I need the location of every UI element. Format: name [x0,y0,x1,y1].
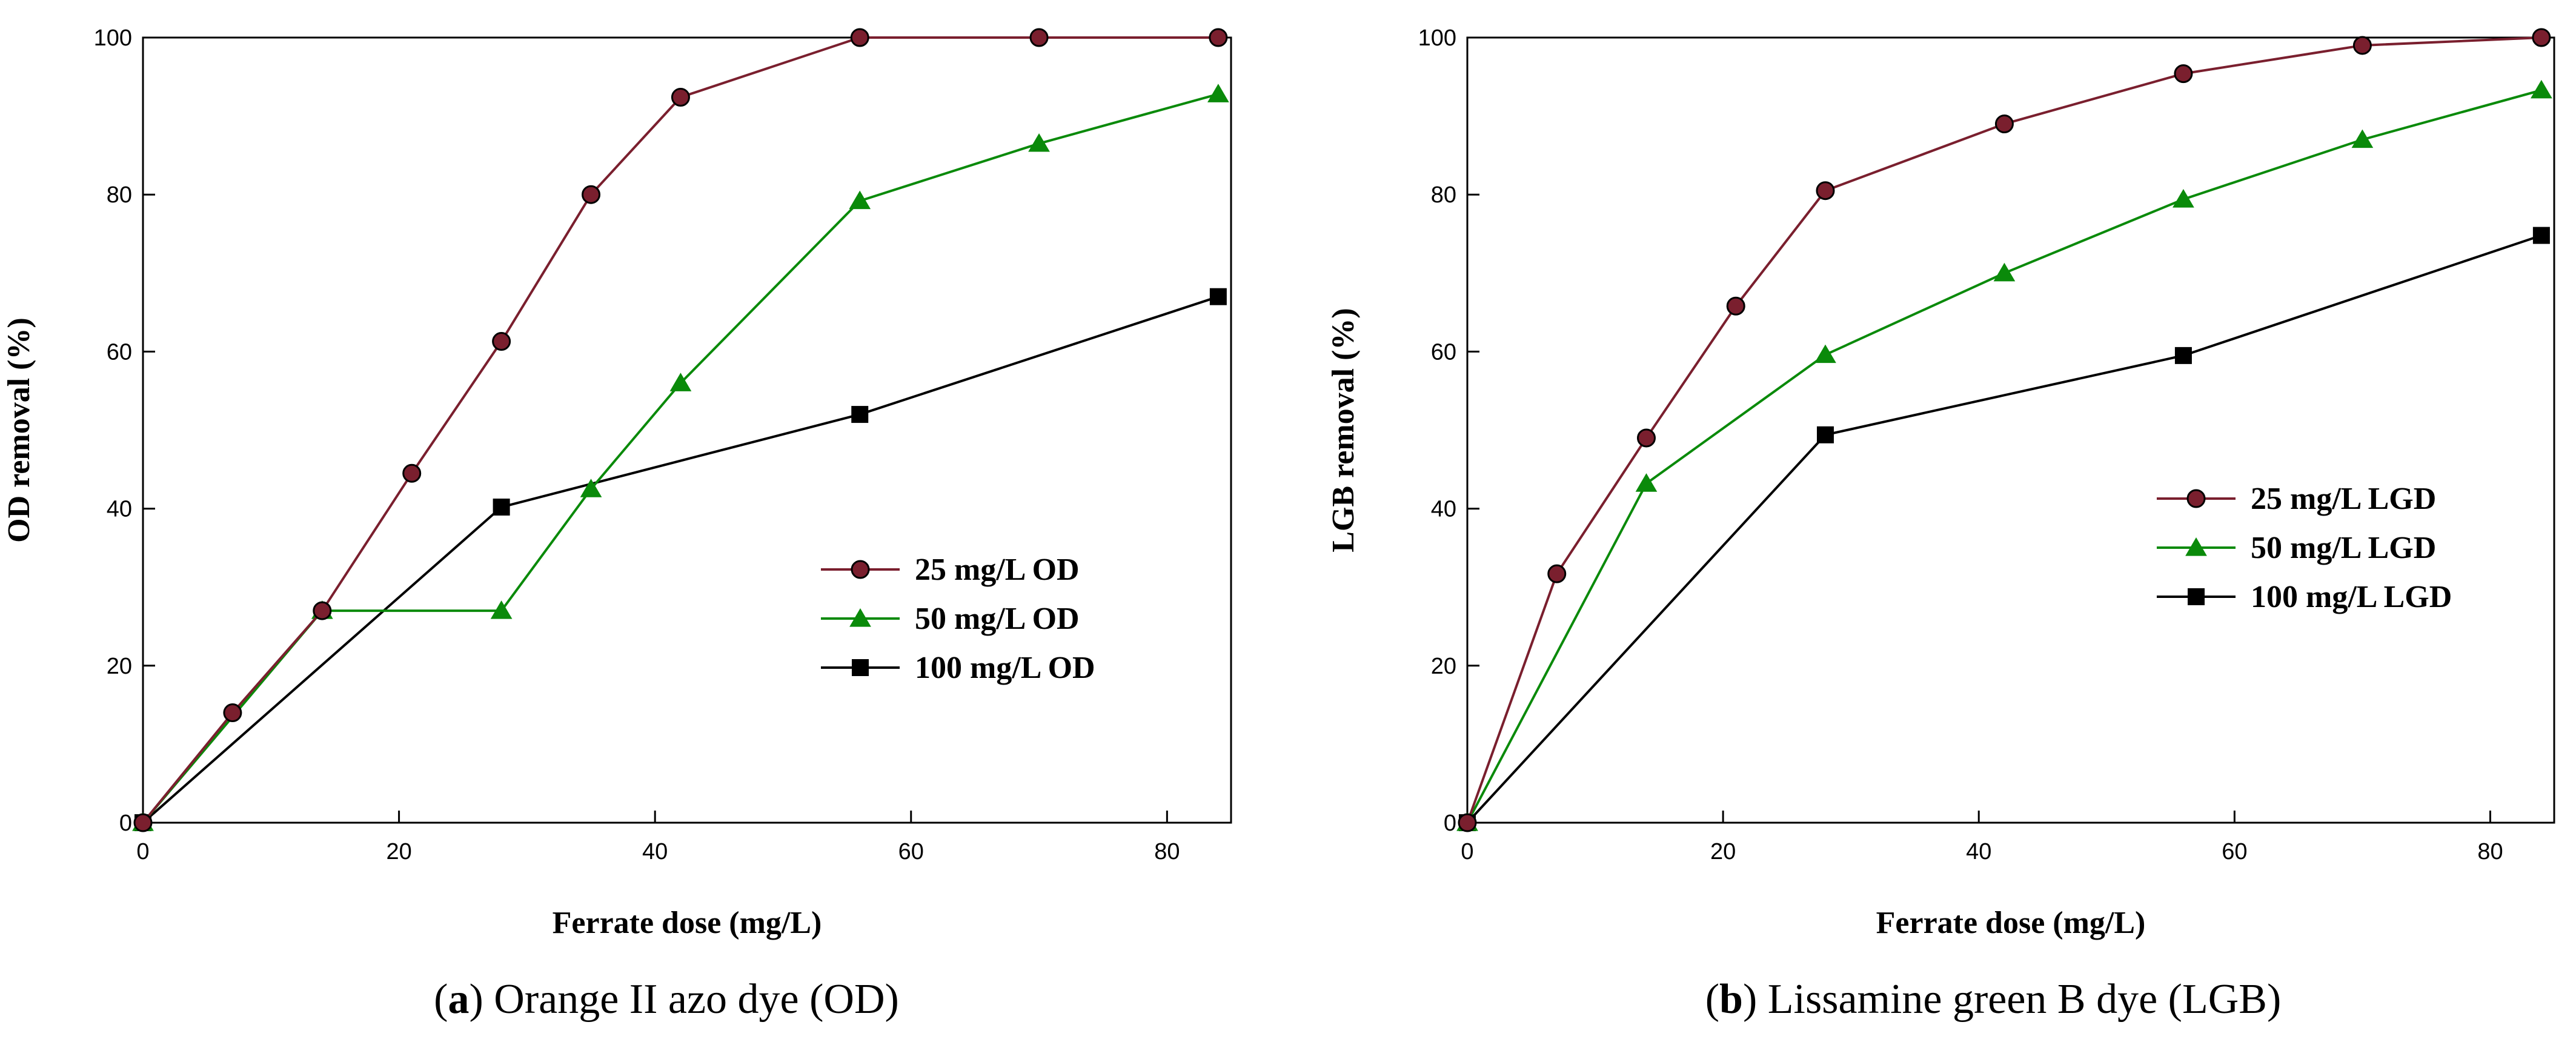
plot-frame [142,36,1232,824]
data-point [1028,133,1050,152]
data-point [1458,813,1477,832]
series-line [142,36,1218,824]
y-tick-label: 20 [1431,654,1456,679]
y-tick-label: 100 [94,25,132,51]
data-point [2532,28,2551,47]
data-point [1207,84,1229,102]
data-point [2532,227,2550,244]
data-point [1209,288,1227,305]
y-tick-label: 0 [1444,811,1456,836]
plot-frame [1466,36,2555,824]
series-50-mg-l-od [132,84,1229,831]
data-point [1726,296,1745,316]
x-tick-label: 60 [898,839,924,864]
data-point [2352,36,2372,55]
legend-label: 50 mg/L OD [915,602,1080,636]
legend-label: 50 mg/L LGD [2251,531,2436,565]
y-tick-label: 20 [107,654,132,679]
series-line [1466,88,2542,823]
data-point [671,87,690,107]
y-tick-label: 0 [119,811,132,836]
y-tick-label: 60 [1431,339,1456,365]
series-25-mg-l-od [133,28,1228,832]
legend-label: 100 mg/L LGD [2251,580,2452,614]
y-tick-label: 60 [107,339,132,365]
chart-panel-b: 0 20 40 60 80 0 20 40 60 80 100 Ferrate dose (mg/L)… [1326,25,2555,1023]
data-point [2351,129,2374,148]
figure-caption: (b) Lissamine green B dye (LGB) [1705,976,2282,1023]
y-axis-title: LGB removal (%) [1326,308,1361,552]
x-tick-label: 40 [642,839,668,864]
data-point [850,28,869,47]
data-point [1209,28,1228,47]
figure-caption: (a) Orange II azo dye (OD) [434,976,899,1023]
x-tick-label: 40 [1966,839,1991,864]
data-point [849,190,871,210]
x-axis-title: Ferrate dose (mg/L) [553,906,822,940]
data-point [1814,344,1836,363]
caption-panel-letter: a [448,976,469,1023]
data-point [2531,79,2552,99]
chart-panel-a: 0 20 40 60 80 0 20 40 60 80 100 Ferrate dose (mg/L)… [2,25,1232,1023]
data-point [2173,188,2194,208]
data-point [2174,64,2193,84]
data-point [1547,564,1567,583]
series-line [1466,36,2541,823]
x-tick-label: 60 [2222,839,2247,864]
legend-label: 100 mg/L OD [915,651,1095,685]
data-point [402,463,422,483]
y-tick-label: 40 [1431,497,1456,522]
data-point [669,373,692,391]
y-axis-title: OD removal (%) [2,317,36,543]
data-point [1635,473,1658,492]
data-point [1816,181,1835,201]
data-point [1993,262,2016,282]
data-point [133,813,153,832]
data-point [582,185,601,204]
data-point [851,406,869,423]
data-point [580,479,602,497]
y-tick-label: 100 [1418,25,1456,51]
legend-marker [2186,489,2206,508]
legend: 25 mg/L LGD 50 mg/L LGD 100 mg/L LGD [2157,482,2452,614]
x-tick-label: 20 [1710,839,1736,864]
x-axis-title: Ferrate dose (mg/L) [1876,906,2146,940]
data-point [1994,114,2014,134]
x-tick-label: 80 [2477,839,2503,864]
x-tick-label: 0 [1461,839,1473,864]
x-tick-label: 20 [386,839,411,864]
data-point [490,600,513,619]
data-point [1636,428,1656,448]
y-tick-label: 80 [1431,182,1456,208]
series-50-mg-l-lgd [1456,79,2552,831]
series-25-mg-l-lgd [1458,28,2551,832]
legend-marker [851,560,870,579]
x-tick-label: 0 [136,839,149,864]
legend-marker [2185,537,2207,556]
y-tick-label: 40 [107,497,132,522]
legend-marker [849,608,871,627]
caption-panel-letter: b [1719,976,1743,1023]
data-point [493,499,510,516]
series-line [142,93,1219,824]
data-point [492,332,511,351]
data-point [313,601,332,620]
legend-label: 25 mg/L OD [915,553,1080,587]
legend-marker [852,659,869,676]
data-point [1816,426,1834,443]
legend-label: 25 mg/L LGD [2251,482,2436,516]
series-line [1466,234,2542,824]
x-tick-label: 80 [1154,839,1180,864]
legend: 25 mg/L OD 50 mg/L OD 100 mg/L OD [821,553,1095,685]
data-point [2174,347,2192,364]
series-line [142,295,1219,824]
legend-marker [2188,588,2205,605]
data-point [223,703,242,723]
y-tick-label: 80 [107,182,132,208]
data-point [1029,28,1049,47]
